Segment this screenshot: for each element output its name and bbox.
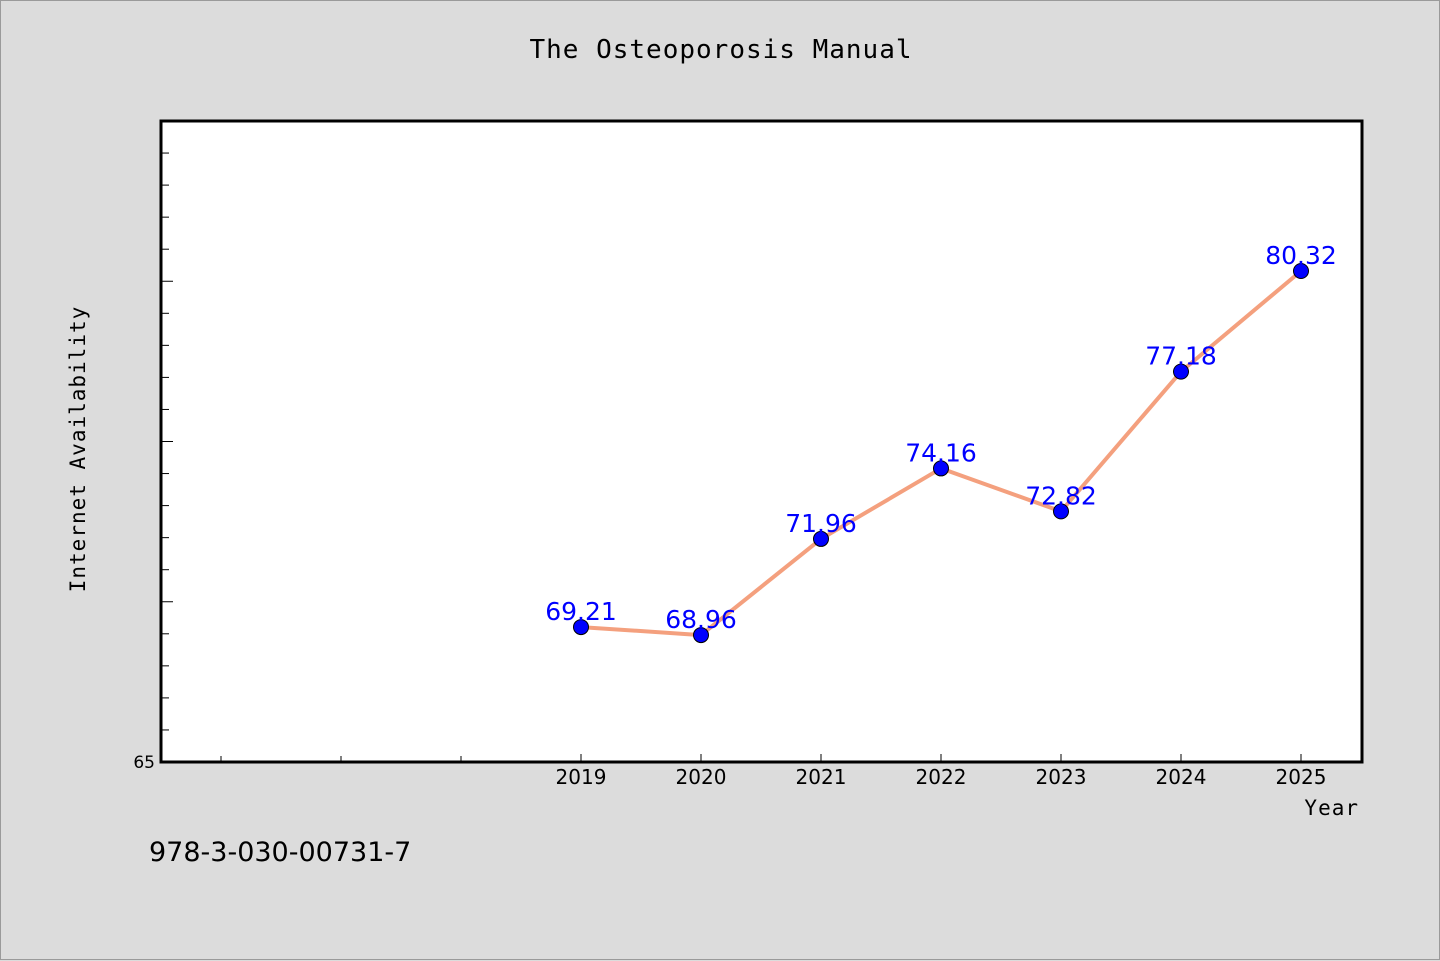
data-point — [933, 460, 949, 477]
x-tick-label: 2020 — [676, 765, 727, 789]
data-label: 72.82 — [1025, 481, 1097, 510]
series-group — [573, 262, 1309, 644]
data-point — [573, 619, 589, 636]
data-label: 74.16 — [905, 438, 977, 467]
x-tick-label: 2019 — [556, 765, 607, 789]
x-tick-label: 2024 — [1156, 765, 1207, 789]
x-tick-label: 2021 — [796, 765, 847, 789]
x-axis-label: Year — [1304, 796, 1359, 820]
data-point — [1293, 262, 1309, 279]
chart-title: The Osteoporosis Manual — [529, 35, 913, 65]
data-label: 77.18 — [1145, 342, 1217, 371]
data-point — [1053, 503, 1069, 520]
data-label: 68.96 — [665, 605, 737, 634]
y-axis-ticks: 65 — [133, 152, 173, 773]
data-point — [693, 627, 709, 644]
plot-area — [159, 119, 1364, 764]
data-label: 80.32 — [1265, 241, 1337, 270]
x-tick-label: 2022 — [916, 765, 967, 789]
x-tick-label: 2025 — [1276, 765, 1327, 789]
x-axis-ticks: 2019 2020 2021 2022 2023 2024 2025 — [220, 754, 1327, 789]
y-tick-label: 65 — [133, 753, 155, 773]
data-point — [1173, 363, 1189, 380]
isbn-footer: 978-3-030-00731-7 — [149, 837, 412, 868]
data-labels-group: 69.21 68.96 71.96 74.16 72.82 77.18 80.32 — [545, 241, 1337, 634]
data-label: 71.96 — [785, 509, 857, 538]
data-point — [813, 530, 829, 547]
x-tick-label: 2023 — [1036, 765, 1087, 789]
data-label: 69.21 — [545, 597, 617, 626]
